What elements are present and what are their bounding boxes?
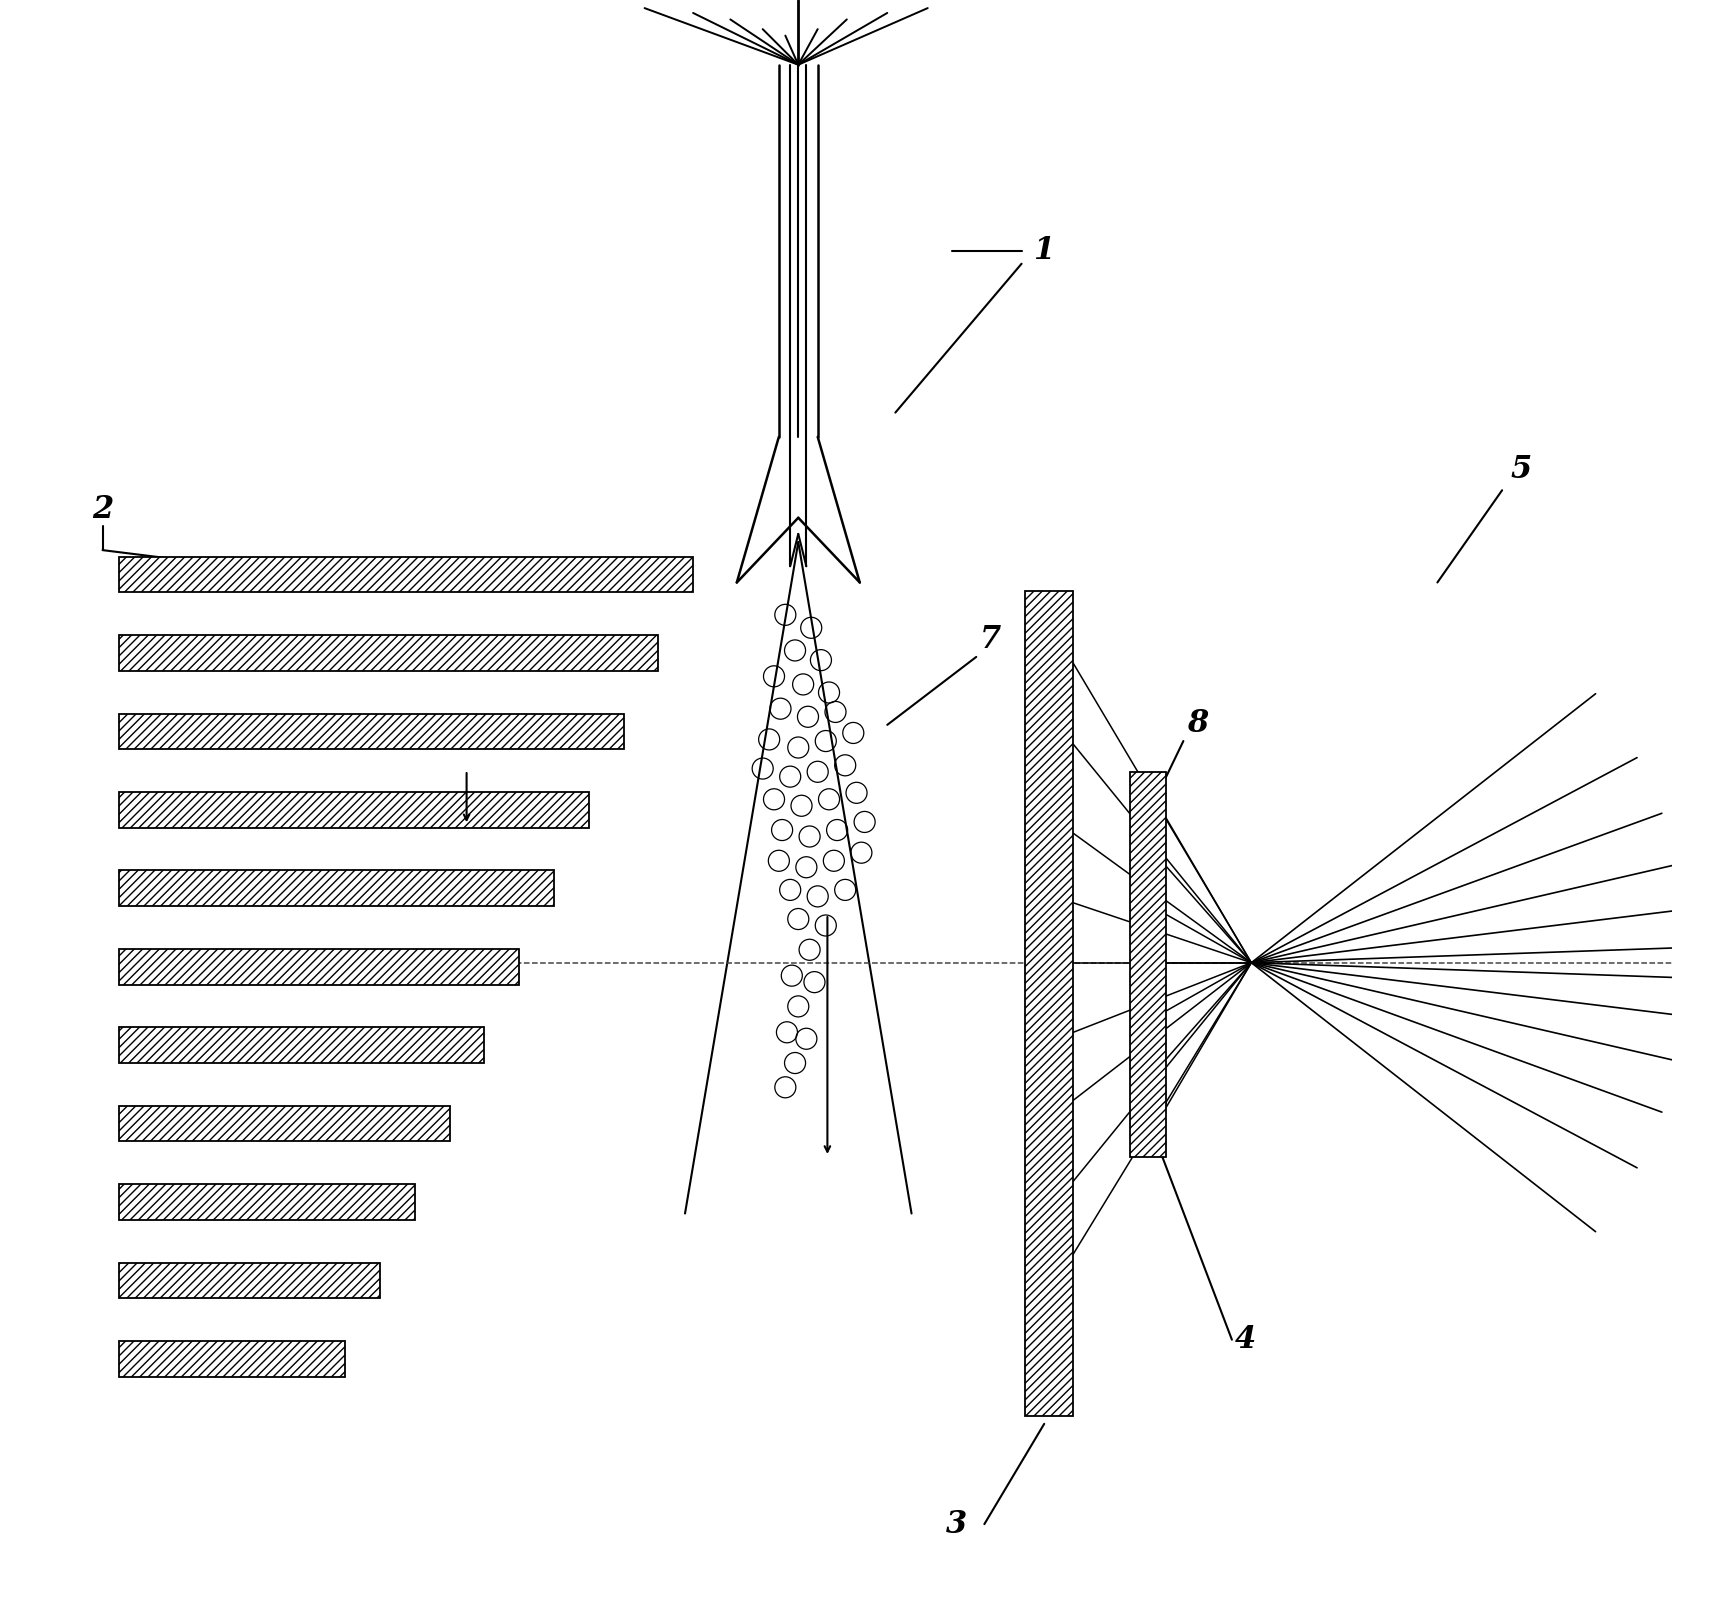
- Bar: [119, 1262, 380, 1298]
- Bar: [119, 714, 623, 749]
- Bar: [119, 1107, 449, 1142]
- Text: 8: 8: [1186, 707, 1208, 739]
- Bar: [119, 1341, 345, 1377]
- Text: 4: 4: [1236, 1324, 1257, 1356]
- Text: 5: 5: [1510, 453, 1531, 485]
- Text: 1: 1: [1032, 235, 1055, 267]
- Bar: [119, 557, 694, 592]
- Bar: [1131, 772, 1165, 1157]
- Text: 3: 3: [946, 1508, 968, 1540]
- Bar: [119, 636, 658, 670]
- Text: 2: 2: [91, 493, 114, 526]
- Bar: [119, 948, 520, 984]
- Bar: [119, 870, 554, 906]
- Bar: [119, 791, 589, 827]
- Bar: [1025, 591, 1074, 1416]
- Bar: [119, 1027, 485, 1063]
- Bar: [119, 1184, 414, 1220]
- Text: 7: 7: [979, 623, 1001, 655]
